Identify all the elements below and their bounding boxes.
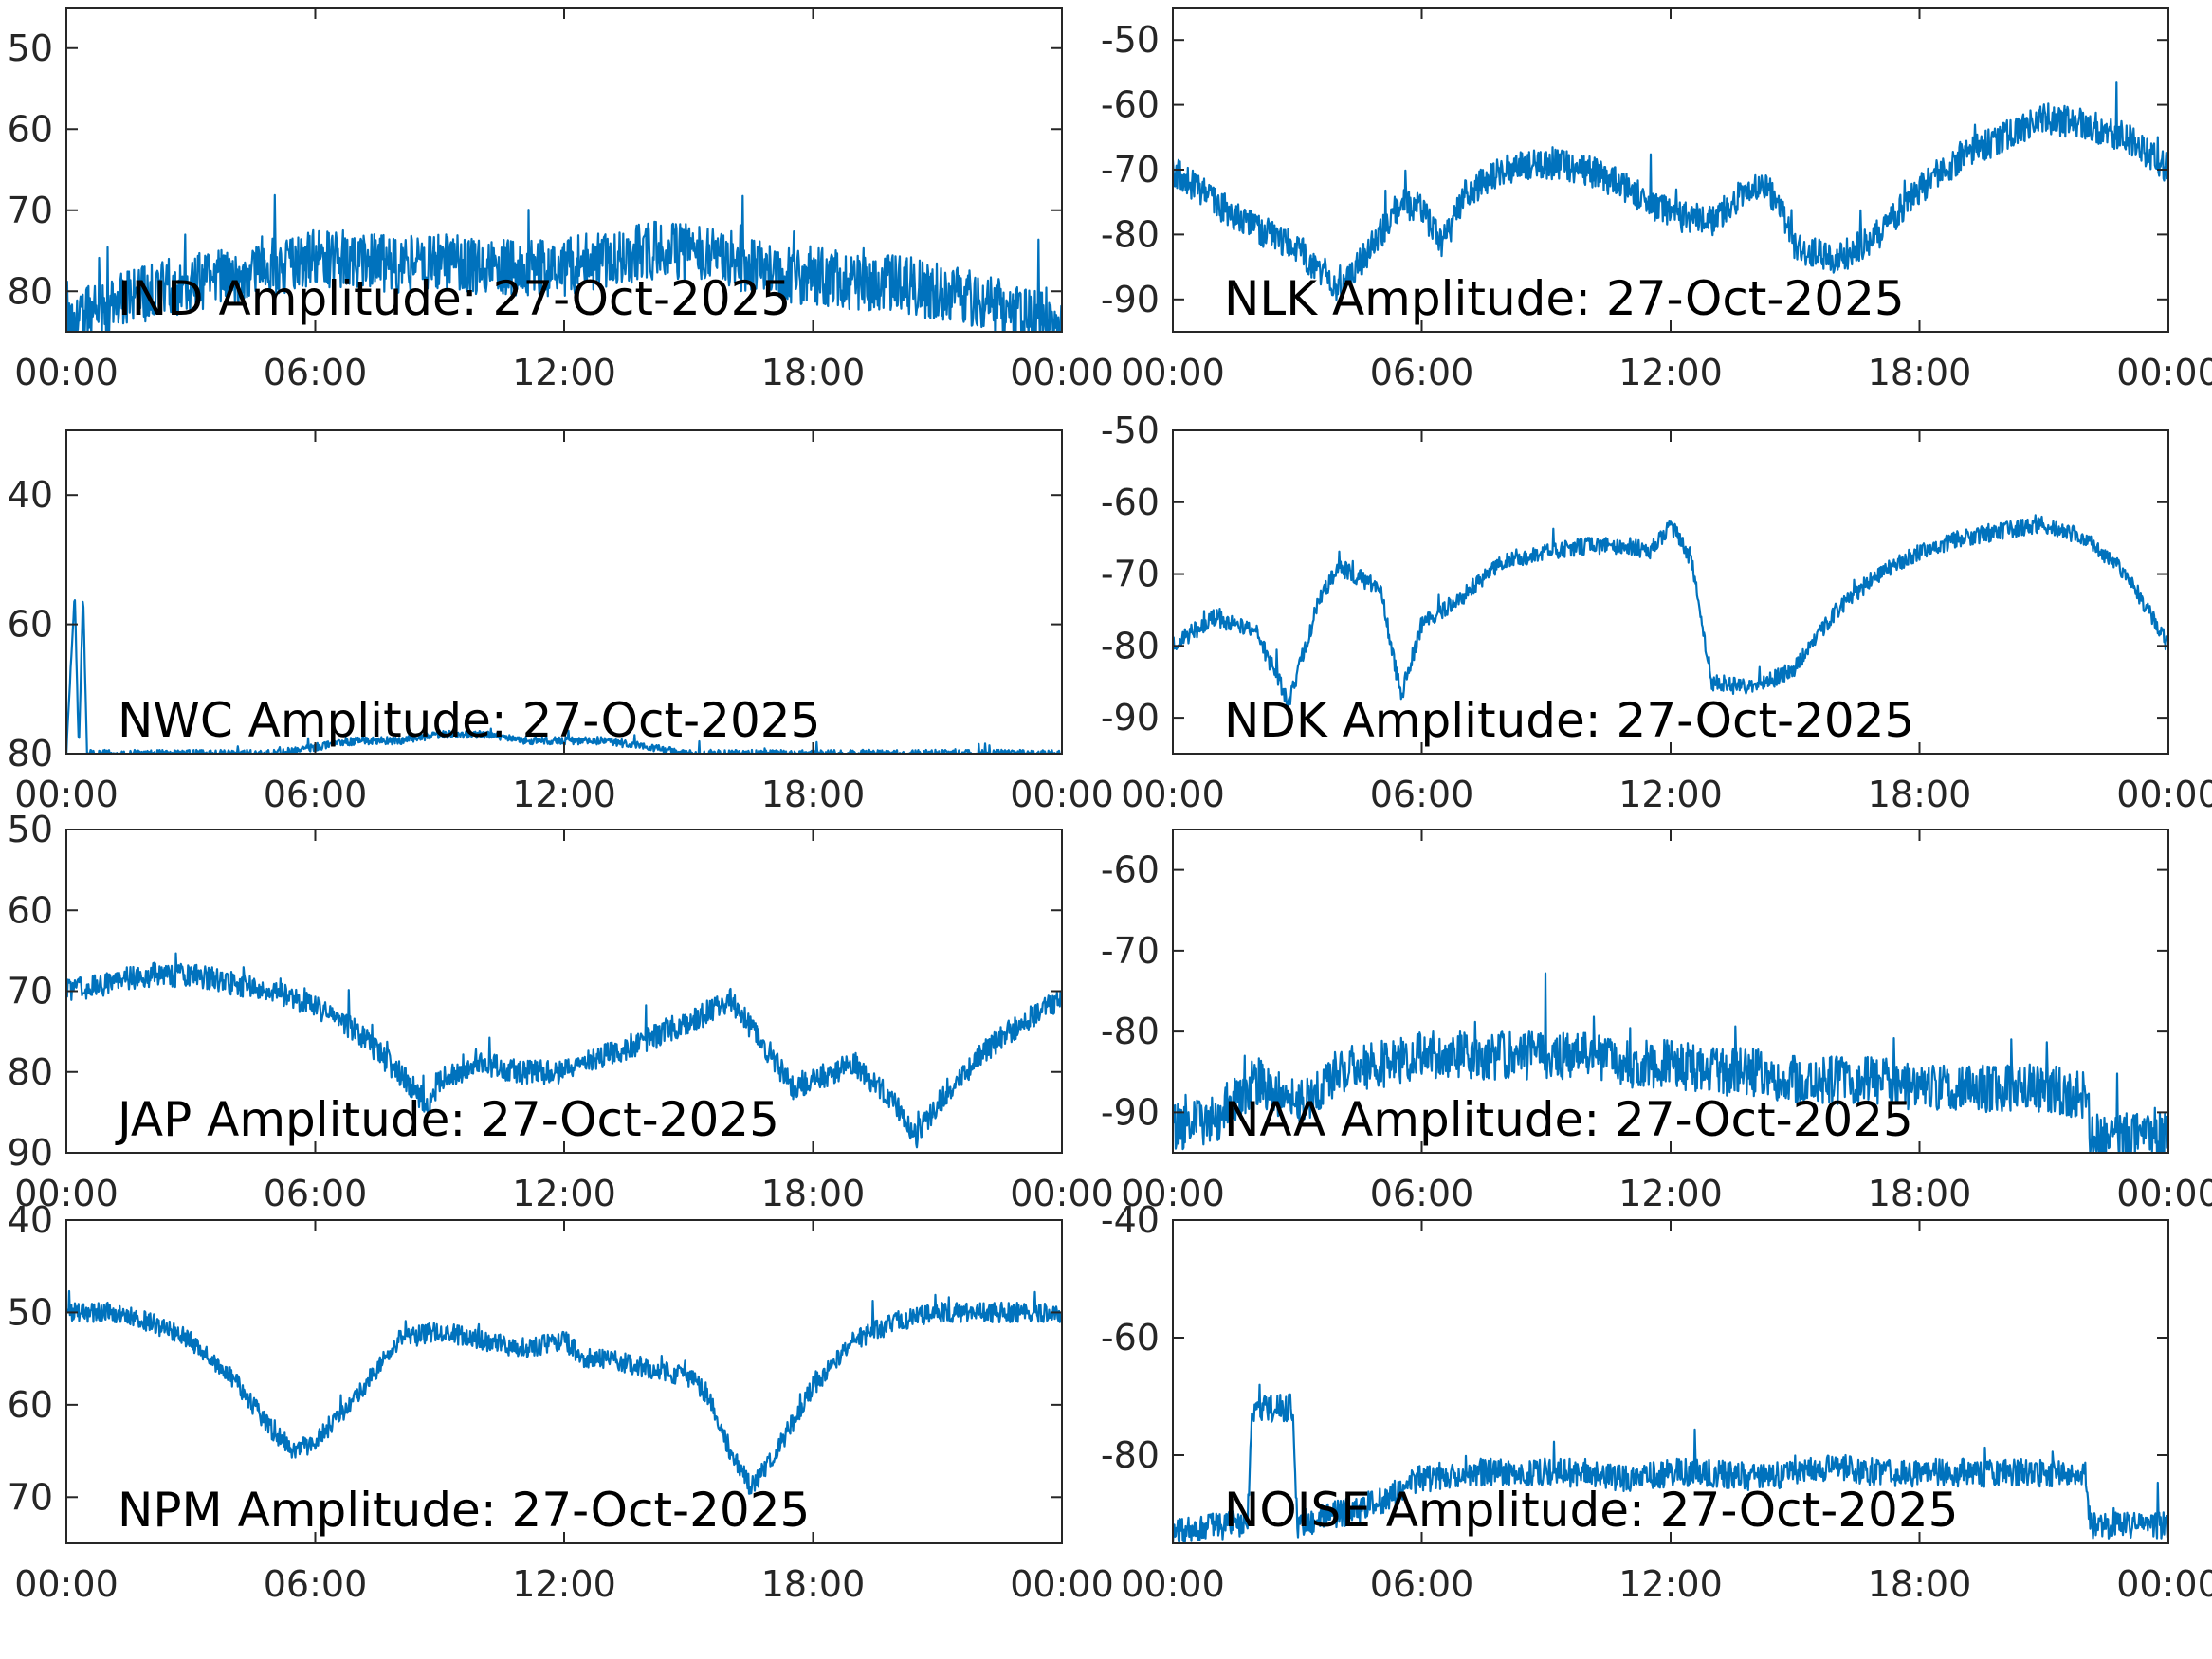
x-tick-label: 00:00 — [2116, 1563, 2212, 1605]
y-tick-label: -60 — [1101, 1317, 1160, 1358]
y-tick-label: 80 — [8, 270, 53, 312]
x-tick-label: 00:00 — [1010, 352, 1114, 393]
series-line — [1173, 1383, 2168, 1543]
x-tick-label: 18:00 — [1868, 774, 1972, 815]
x-tick-label: 18:00 — [761, 352, 866, 393]
y-tick-label: -40 — [1101, 1199, 1160, 1241]
panel-6: 00:00 06:00 12:00 18:00 00:00 70 60 50 40 NPM Amp… — [8, 1199, 1114, 1605]
series-line — [66, 952, 1062, 1149]
panel-title: NPM Amplitude: 27-Oct-2025 — [118, 1483, 810, 1538]
x-tick-label: 18:00 — [761, 774, 866, 815]
x-tick-label: 12:00 — [1618, 1173, 1723, 1214]
x-tick-label: 18:00 — [761, 1563, 866, 1605]
y-tick-label: -60 — [1101, 482, 1160, 523]
y-tick-label: 50 — [8, 809, 53, 850]
x-tick-label: 00:00 — [1010, 1173, 1114, 1214]
x-tick-label: 00:00 — [1010, 774, 1114, 815]
x-tick-label: 00:00 — [1121, 774, 1225, 815]
x-tick-label: 12:00 — [1618, 774, 1723, 815]
x-tick-label: 12:00 — [512, 1563, 616, 1605]
y-tick-label: -70 — [1101, 930, 1160, 972]
panel-title: IND Amplitude: 27-Oct-2025 — [118, 271, 791, 326]
x-tick-label: 06:00 — [264, 1173, 368, 1214]
x-tick-label: 06:00 — [1370, 774, 1474, 815]
y-tick-label: 80 — [8, 1051, 53, 1093]
x-tick-label: 00:00 — [14, 352, 119, 393]
series-line — [1173, 514, 2168, 710]
y-tick-label: 70 — [8, 190, 53, 231]
x-tick-label: 00:00 — [1010, 1563, 1114, 1605]
y-tick-label: 70 — [8, 971, 53, 1012]
x-tick-label: 06:00 — [1370, 352, 1474, 393]
series-line — [66, 599, 1061, 754]
y-tick-label: 70 — [8, 1476, 53, 1518]
y-tick-label: 40 — [8, 1199, 53, 1241]
series-line — [1173, 972, 2168, 1153]
y-tick-label: -70 — [1101, 554, 1160, 595]
x-tick-label: 12:00 — [1618, 352, 1723, 393]
y-tick-label: 50 — [8, 1291, 53, 1333]
y-tick-label: 90 — [8, 1132, 53, 1174]
panel-5: 00:00 06:00 12:00 18:00 00:00 -90 -80 -70 -60 NAA… — [1101, 829, 2212, 1214]
x-tick-label: 00:00 — [2116, 1173, 2212, 1214]
x-tick-label: 00:00 — [14, 1563, 119, 1605]
panel-title: NWC Amplitude: 27-Oct-2025 — [118, 693, 820, 748]
y-tick-label: -80 — [1101, 213, 1160, 255]
x-tick-label: 18:00 — [1868, 352, 1972, 393]
panel-0: 00:00 06:00 12:00 18:00 00:00 80 70 60 50 IND Amp… — [8, 7, 1114, 393]
x-tick-label: 06:00 — [264, 774, 368, 815]
x-tick-label: 00:00 — [14, 774, 119, 815]
x-tick-label: 00:00 — [1121, 1563, 1225, 1605]
y-tick-label: -50 — [1101, 410, 1160, 451]
x-tick-label: 18:00 — [1868, 1563, 1972, 1605]
panel-title: NDK Amplitude: 27-Oct-2025 — [1224, 693, 1914, 748]
x-tick-label: 18:00 — [761, 1173, 866, 1214]
x-tick-label: 12:00 — [512, 774, 616, 815]
y-tick-label: -70 — [1101, 149, 1160, 191]
x-tick-label: 06:00 — [1370, 1173, 1474, 1214]
x-tick-label: 12:00 — [512, 352, 616, 393]
x-tick-label: 00:00 — [2116, 774, 2212, 815]
x-tick-label: 18:00 — [1868, 1173, 1972, 1214]
y-tick-label: -80 — [1101, 1011, 1160, 1052]
y-tick-label: -90 — [1101, 697, 1160, 738]
y-tick-label: -90 — [1101, 1091, 1160, 1133]
y-tick-label: -80 — [1101, 625, 1160, 666]
x-tick-label: 12:00 — [1618, 1563, 1723, 1605]
y-tick-label: -60 — [1101, 849, 1160, 891]
x-tick-label: 00:00 — [1121, 352, 1225, 393]
x-tick-label: 00:00 — [14, 1173, 119, 1214]
series-line — [66, 193, 1062, 332]
series-line — [66, 1289, 1062, 1495]
x-tick-label: 00:00 — [2116, 352, 2212, 393]
panel-7: 00:00 06:00 12:00 18:00 00:00 -80 -60 -40 NOISE … — [1101, 1199, 2212, 1605]
panel-title: NLK Amplitude: 27-Oct-2025 — [1224, 271, 1905, 326]
y-tick-label: 40 — [8, 474, 53, 516]
x-tick-label: 06:00 — [264, 1563, 368, 1605]
y-tick-label: 60 — [8, 889, 53, 931]
x-tick-label: 12:00 — [512, 1173, 616, 1214]
y-tick-label: 60 — [8, 1384, 53, 1426]
panel-3: 00:00 06:00 12:00 18:00 00:00 -90 -80 -70 -60 -50… — [1101, 410, 2212, 815]
x-tick-label: 06:00 — [264, 352, 368, 393]
y-tick-label: 50 — [8, 27, 53, 69]
y-tick-label: 80 — [8, 733, 53, 775]
panel-title: NAA Amplitude: 27-Oct-2025 — [1224, 1092, 1913, 1147]
y-tick-label: 60 — [8, 604, 53, 646]
y-tick-label: -90 — [1101, 279, 1160, 320]
y-tick-label: -50 — [1101, 19, 1160, 61]
x-tick-label: 00:00 — [1121, 1173, 1225, 1214]
panel-title: JAP Amplitude: 27-Oct-2025 — [115, 1092, 779, 1147]
panel-1: 00:00 06:00 12:00 18:00 00:00 -90 -80 -70 -60 -50… — [1101, 7, 2212, 393]
panel-title: NOISE Amplitude: 27-Oct-2025 — [1224, 1483, 1959, 1538]
x-tick-label: 06:00 — [1370, 1563, 1474, 1605]
series-line — [1173, 81, 2168, 301]
y-tick-label: -80 — [1101, 1434, 1160, 1476]
y-tick-label: -60 — [1101, 84, 1160, 126]
y-tick-label: 60 — [8, 108, 53, 150]
